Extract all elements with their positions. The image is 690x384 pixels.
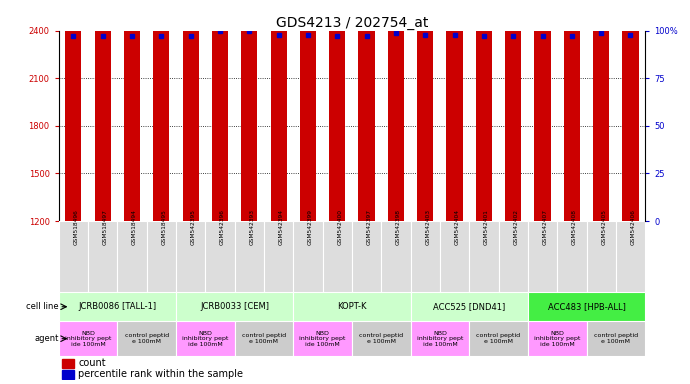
- Text: agent: agent: [34, 334, 59, 343]
- Bar: [564, 0, 580, 221]
- Bar: [212, 0, 228, 221]
- Text: cell line: cell line: [26, 302, 59, 311]
- Bar: [593, 0, 609, 221]
- Bar: [616, 221, 645, 293]
- Text: GSM542404: GSM542404: [455, 209, 460, 245]
- Bar: [183, 0, 199, 221]
- Text: GSM542405: GSM542405: [601, 209, 606, 245]
- Bar: [586, 221, 616, 293]
- Title: GDS4213 / 202754_at: GDS4213 / 202754_at: [276, 16, 428, 30]
- Bar: [293, 321, 352, 356]
- Bar: [235, 221, 264, 293]
- Text: control peptid
e 100mM: control peptid e 100mM: [359, 333, 403, 344]
- Bar: [446, 0, 462, 221]
- Text: JCRB0033 [CEM]: JCRB0033 [CEM]: [200, 302, 269, 311]
- Text: GSM542406: GSM542406: [631, 209, 635, 245]
- Bar: [411, 293, 528, 321]
- Bar: [117, 221, 147, 293]
- Text: GSM542408: GSM542408: [572, 209, 577, 245]
- Bar: [469, 221, 499, 293]
- Text: ACC525 [DND41]: ACC525 [DND41]: [433, 302, 505, 311]
- Bar: [528, 321, 586, 356]
- Bar: [535, 0, 551, 221]
- Bar: [124, 0, 140, 221]
- Bar: [88, 221, 117, 293]
- Bar: [235, 321, 293, 356]
- Bar: [59, 321, 117, 356]
- Bar: [176, 293, 293, 321]
- Text: control peptid
e 100mM: control peptid e 100mM: [125, 333, 168, 344]
- Bar: [66, 0, 81, 221]
- Bar: [323, 221, 352, 293]
- Text: GSM542394: GSM542394: [279, 209, 284, 245]
- Bar: [270, 0, 286, 221]
- Text: GSM542399: GSM542399: [308, 209, 313, 245]
- Text: JCRB0086 [TALL-1]: JCRB0086 [TALL-1]: [78, 302, 157, 311]
- Bar: [264, 221, 293, 293]
- Bar: [293, 293, 411, 321]
- Bar: [59, 221, 88, 293]
- Bar: [153, 0, 169, 221]
- Bar: [117, 321, 176, 356]
- Bar: [59, 293, 176, 321]
- Bar: [388, 0, 404, 221]
- Text: GSM542407: GSM542407: [542, 209, 547, 245]
- Text: NBD
inhibitory pept
ide 100mM: NBD inhibitory pept ide 100mM: [65, 331, 111, 347]
- Text: NBD
inhibitory pept
ide 100mM: NBD inhibitory pept ide 100mM: [417, 331, 463, 347]
- Text: control peptid
e 100mM: control peptid e 100mM: [477, 333, 520, 344]
- Text: NBD
inhibitory pept
ide 100mM: NBD inhibitory pept ide 100mM: [182, 331, 228, 347]
- Text: GSM542400: GSM542400: [337, 209, 342, 245]
- Bar: [241, 0, 257, 221]
- Bar: [95, 0, 110, 221]
- Text: NBD
inhibitory pept
ide 100mM: NBD inhibitory pept ide 100mM: [534, 331, 580, 347]
- Text: GSM542395: GSM542395: [190, 209, 195, 245]
- Text: GSM542393: GSM542393: [249, 209, 254, 245]
- Bar: [476, 0, 492, 221]
- Text: ACC483 [HPB-ALL]: ACC483 [HPB-ALL]: [548, 302, 625, 311]
- Bar: [176, 221, 206, 293]
- Bar: [586, 321, 645, 356]
- Bar: [293, 221, 323, 293]
- Bar: [359, 0, 375, 221]
- Text: GSM518495: GSM518495: [161, 209, 166, 245]
- Bar: [329, 0, 345, 221]
- Bar: [499, 221, 528, 293]
- Text: GSM518494: GSM518494: [132, 209, 137, 245]
- Bar: [417, 0, 433, 221]
- Text: control peptid
e 100mM: control peptid e 100mM: [242, 333, 286, 344]
- Text: NBD
inhibitory pept
ide 100mM: NBD inhibitory pept ide 100mM: [299, 331, 346, 347]
- Bar: [622, 0, 638, 221]
- Text: GSM518496: GSM518496: [73, 209, 78, 245]
- Bar: [411, 321, 469, 356]
- Bar: [352, 221, 381, 293]
- Text: control peptid
e 100mM: control peptid e 100mM: [594, 333, 638, 344]
- Bar: [61, 359, 75, 368]
- Bar: [206, 221, 235, 293]
- Bar: [558, 221, 586, 293]
- Text: KOPT-K: KOPT-K: [337, 302, 366, 311]
- Bar: [61, 370, 75, 379]
- Bar: [352, 321, 411, 356]
- Bar: [528, 221, 558, 293]
- Bar: [411, 221, 440, 293]
- Text: GSM542401: GSM542401: [484, 209, 489, 245]
- Text: percentile rank within the sample: percentile rank within the sample: [78, 369, 243, 379]
- Text: GSM542398: GSM542398: [396, 209, 401, 245]
- Bar: [440, 221, 469, 293]
- Bar: [176, 321, 235, 356]
- Text: GSM542397: GSM542397: [366, 209, 371, 245]
- Bar: [382, 221, 411, 293]
- Text: GSM542396: GSM542396: [220, 209, 225, 245]
- Bar: [469, 321, 528, 356]
- Bar: [147, 221, 176, 293]
- Bar: [300, 0, 316, 221]
- Text: GSM518497: GSM518497: [103, 209, 108, 245]
- Bar: [528, 293, 645, 321]
- Text: GSM542402: GSM542402: [513, 209, 518, 245]
- Text: GSM542403: GSM542403: [425, 209, 430, 245]
- Bar: [505, 0, 521, 221]
- Text: count: count: [78, 358, 106, 368]
